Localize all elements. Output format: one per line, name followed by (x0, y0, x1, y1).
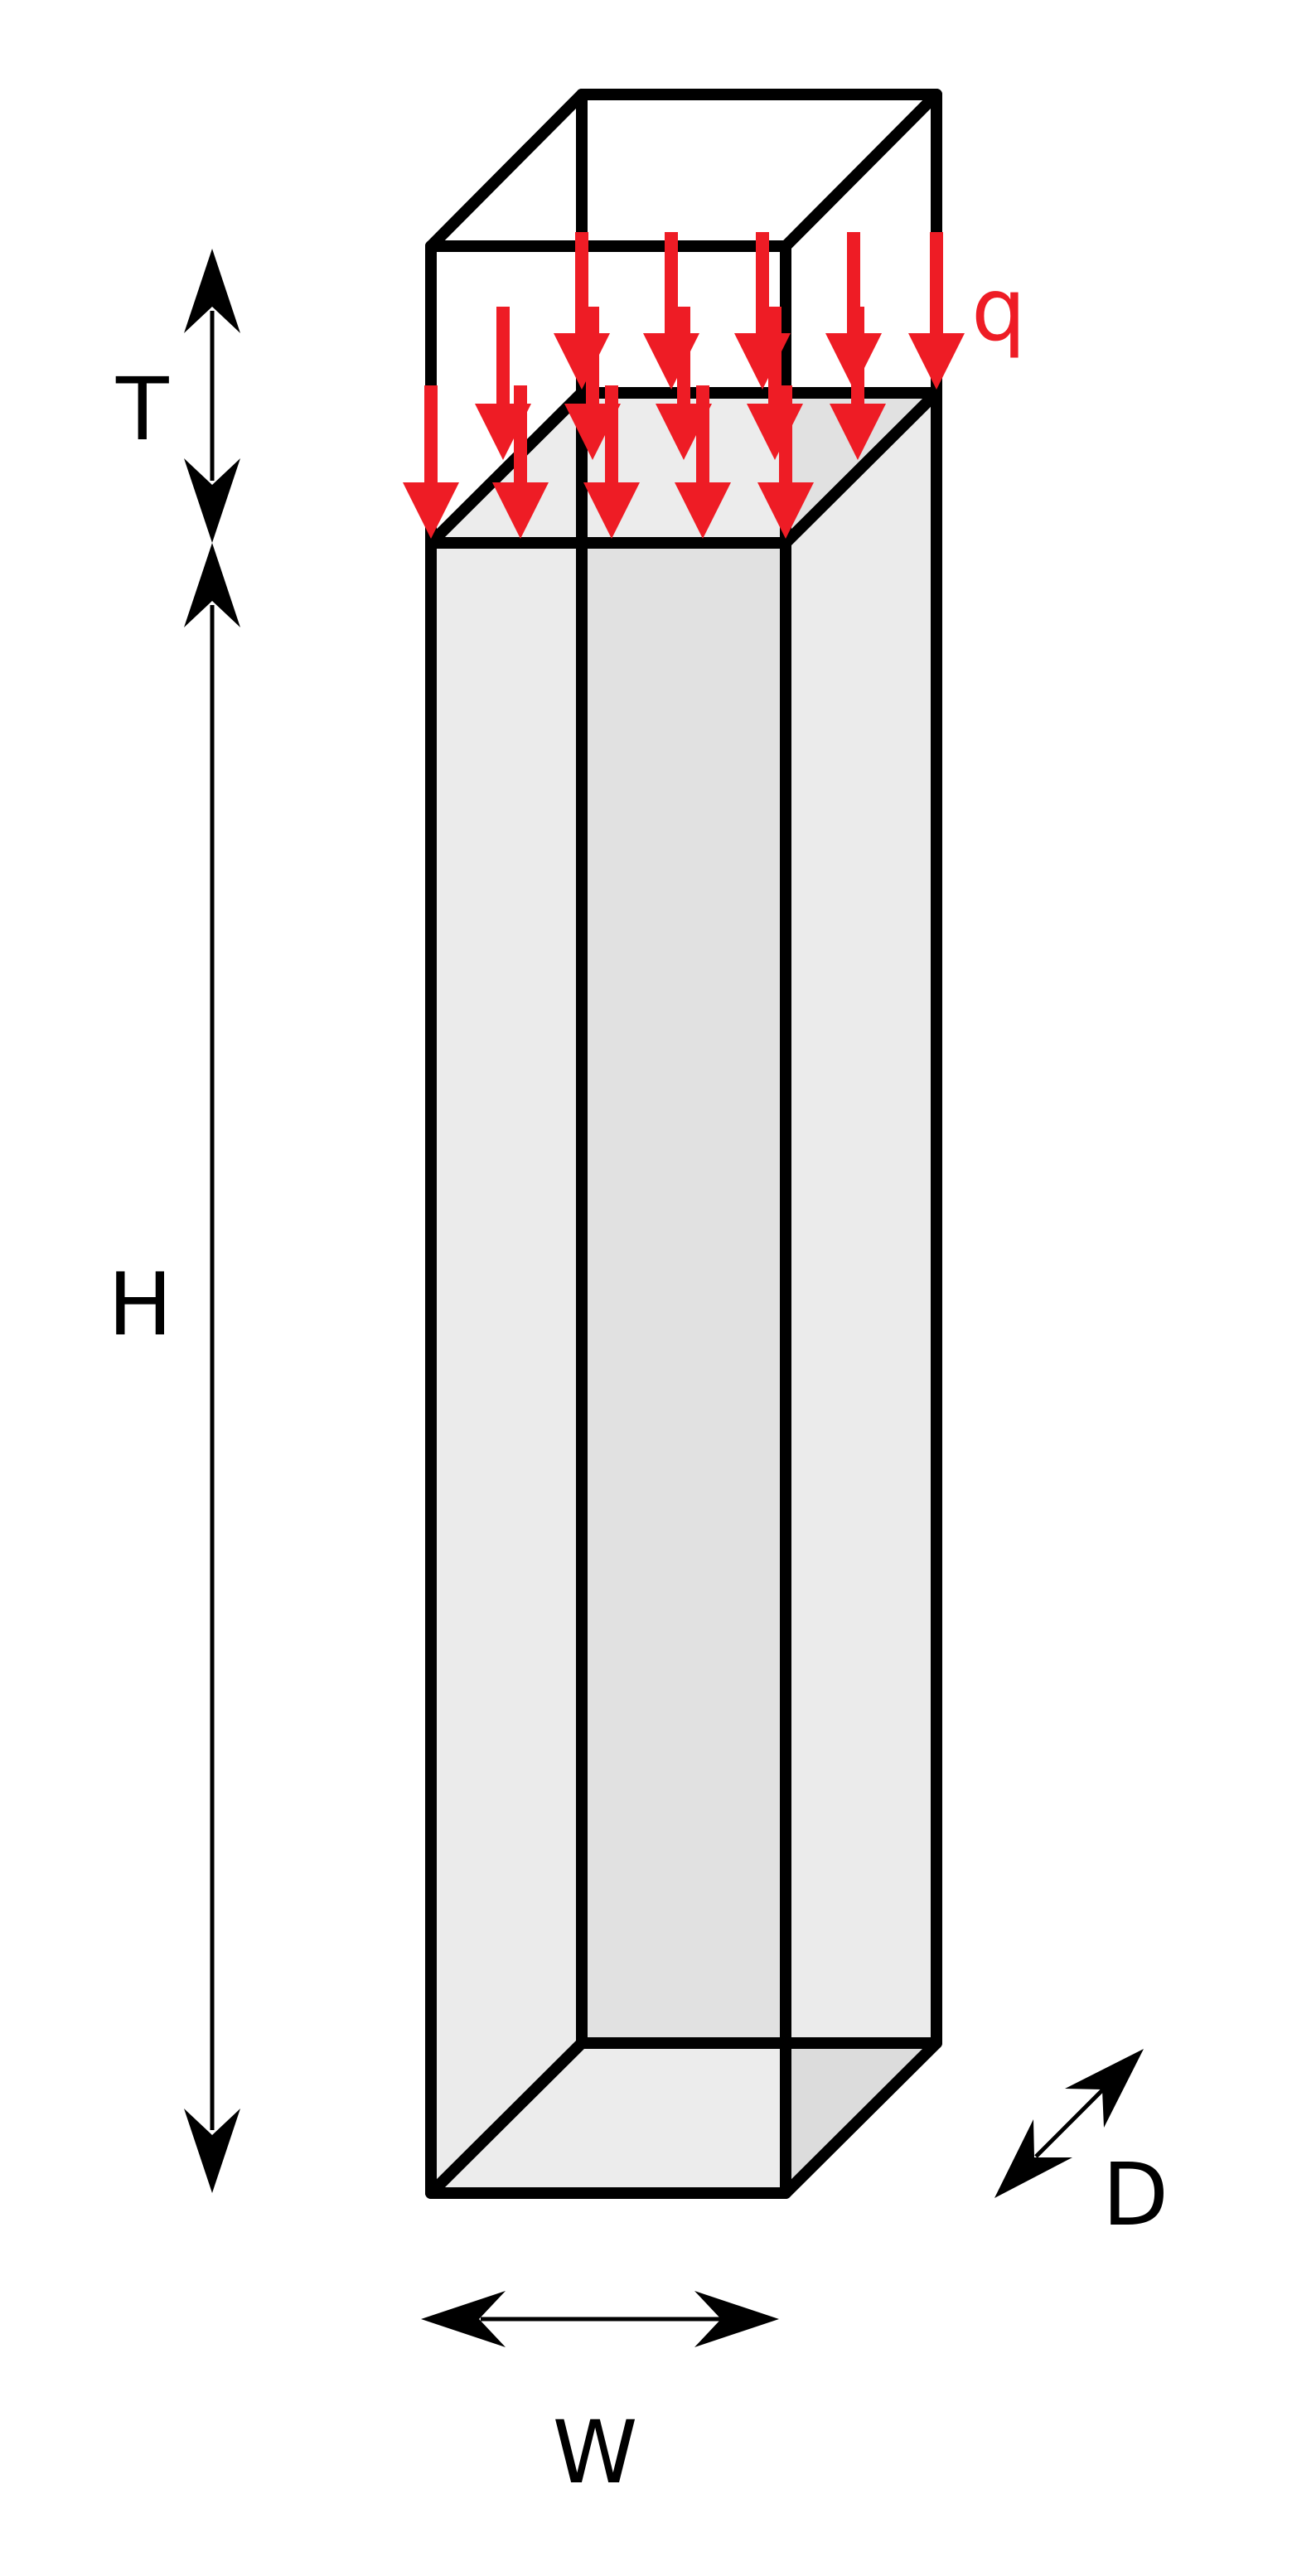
load-arrow-shaft (586, 307, 599, 407)
load-arrow (554, 232, 610, 390)
load-arrow (757, 385, 814, 539)
h-arrowhead-down (184, 2109, 240, 2193)
load-arrow-shaft (930, 232, 943, 337)
load-arrow-shaft (514, 385, 527, 486)
d-arrowhead-up-right (1065, 2049, 1144, 2128)
load-arrow-shaft (677, 307, 690, 407)
h-arrowhead-up (184, 543, 240, 627)
load-arrow (675, 385, 731, 539)
load-arrow-shaft (779, 385, 792, 486)
left-face (431, 393, 582, 2193)
load-arrow-head (583, 482, 640, 539)
load-arrow-head (554, 333, 610, 390)
dimension-h (184, 543, 240, 2193)
load-arrow (643, 232, 699, 390)
depth-label: D (1102, 2144, 1169, 2245)
load-arrow (830, 307, 886, 460)
load-arrow-shaft (665, 232, 678, 337)
top-layer-top-outline (425, 89, 942, 252)
load-arrow-shaft (496, 307, 510, 407)
t-arrowhead-down (184, 458, 240, 543)
load-arrow (583, 385, 640, 539)
load-arrow-shaft (851, 307, 864, 407)
load-arrow-shaft (756, 232, 769, 337)
load-arrow-shaft (768, 307, 781, 407)
box-faces (431, 393, 936, 2193)
top-thickness-label: T (115, 359, 169, 460)
w-arrowhead-right (694, 2291, 779, 2347)
load-arrow-head (675, 482, 731, 539)
load-arrow (492, 385, 549, 539)
right-face (786, 393, 936, 2193)
t-arrowhead-up (184, 249, 240, 333)
load-arrows (403, 232, 965, 539)
box-edges (425, 89, 942, 2199)
height-label: H (108, 1254, 172, 1355)
load-arrow-head (757, 482, 814, 539)
lower-bottom-outline (425, 2037, 942, 2199)
load-label: q (971, 259, 1026, 361)
load-arrow-shaft (424, 385, 438, 486)
load-arrow-shaft (575, 232, 588, 337)
load-arrow-head (403, 482, 459, 539)
dimension-d (994, 2049, 1144, 2198)
load-arrow-head (908, 333, 965, 390)
bottom-face (431, 2043, 786, 2193)
load-arrow-head (643, 333, 699, 390)
load-arrow-head (830, 404, 886, 460)
load-arrow (403, 385, 459, 539)
width-label: W (553, 2402, 638, 2503)
dimension-t (184, 249, 240, 543)
load-arrow-head (492, 482, 549, 539)
back-face (582, 393, 936, 2043)
w-arrowhead-left (421, 2291, 506, 2347)
load-arrow-shaft (696, 385, 709, 486)
d-arrowhead-down-left (994, 2119, 1072, 2198)
load-arrow (908, 232, 965, 390)
d-dimension-line (1034, 2086, 1106, 2158)
dimension-w (421, 2291, 779, 2347)
load-arrow-shaft (605, 385, 618, 486)
